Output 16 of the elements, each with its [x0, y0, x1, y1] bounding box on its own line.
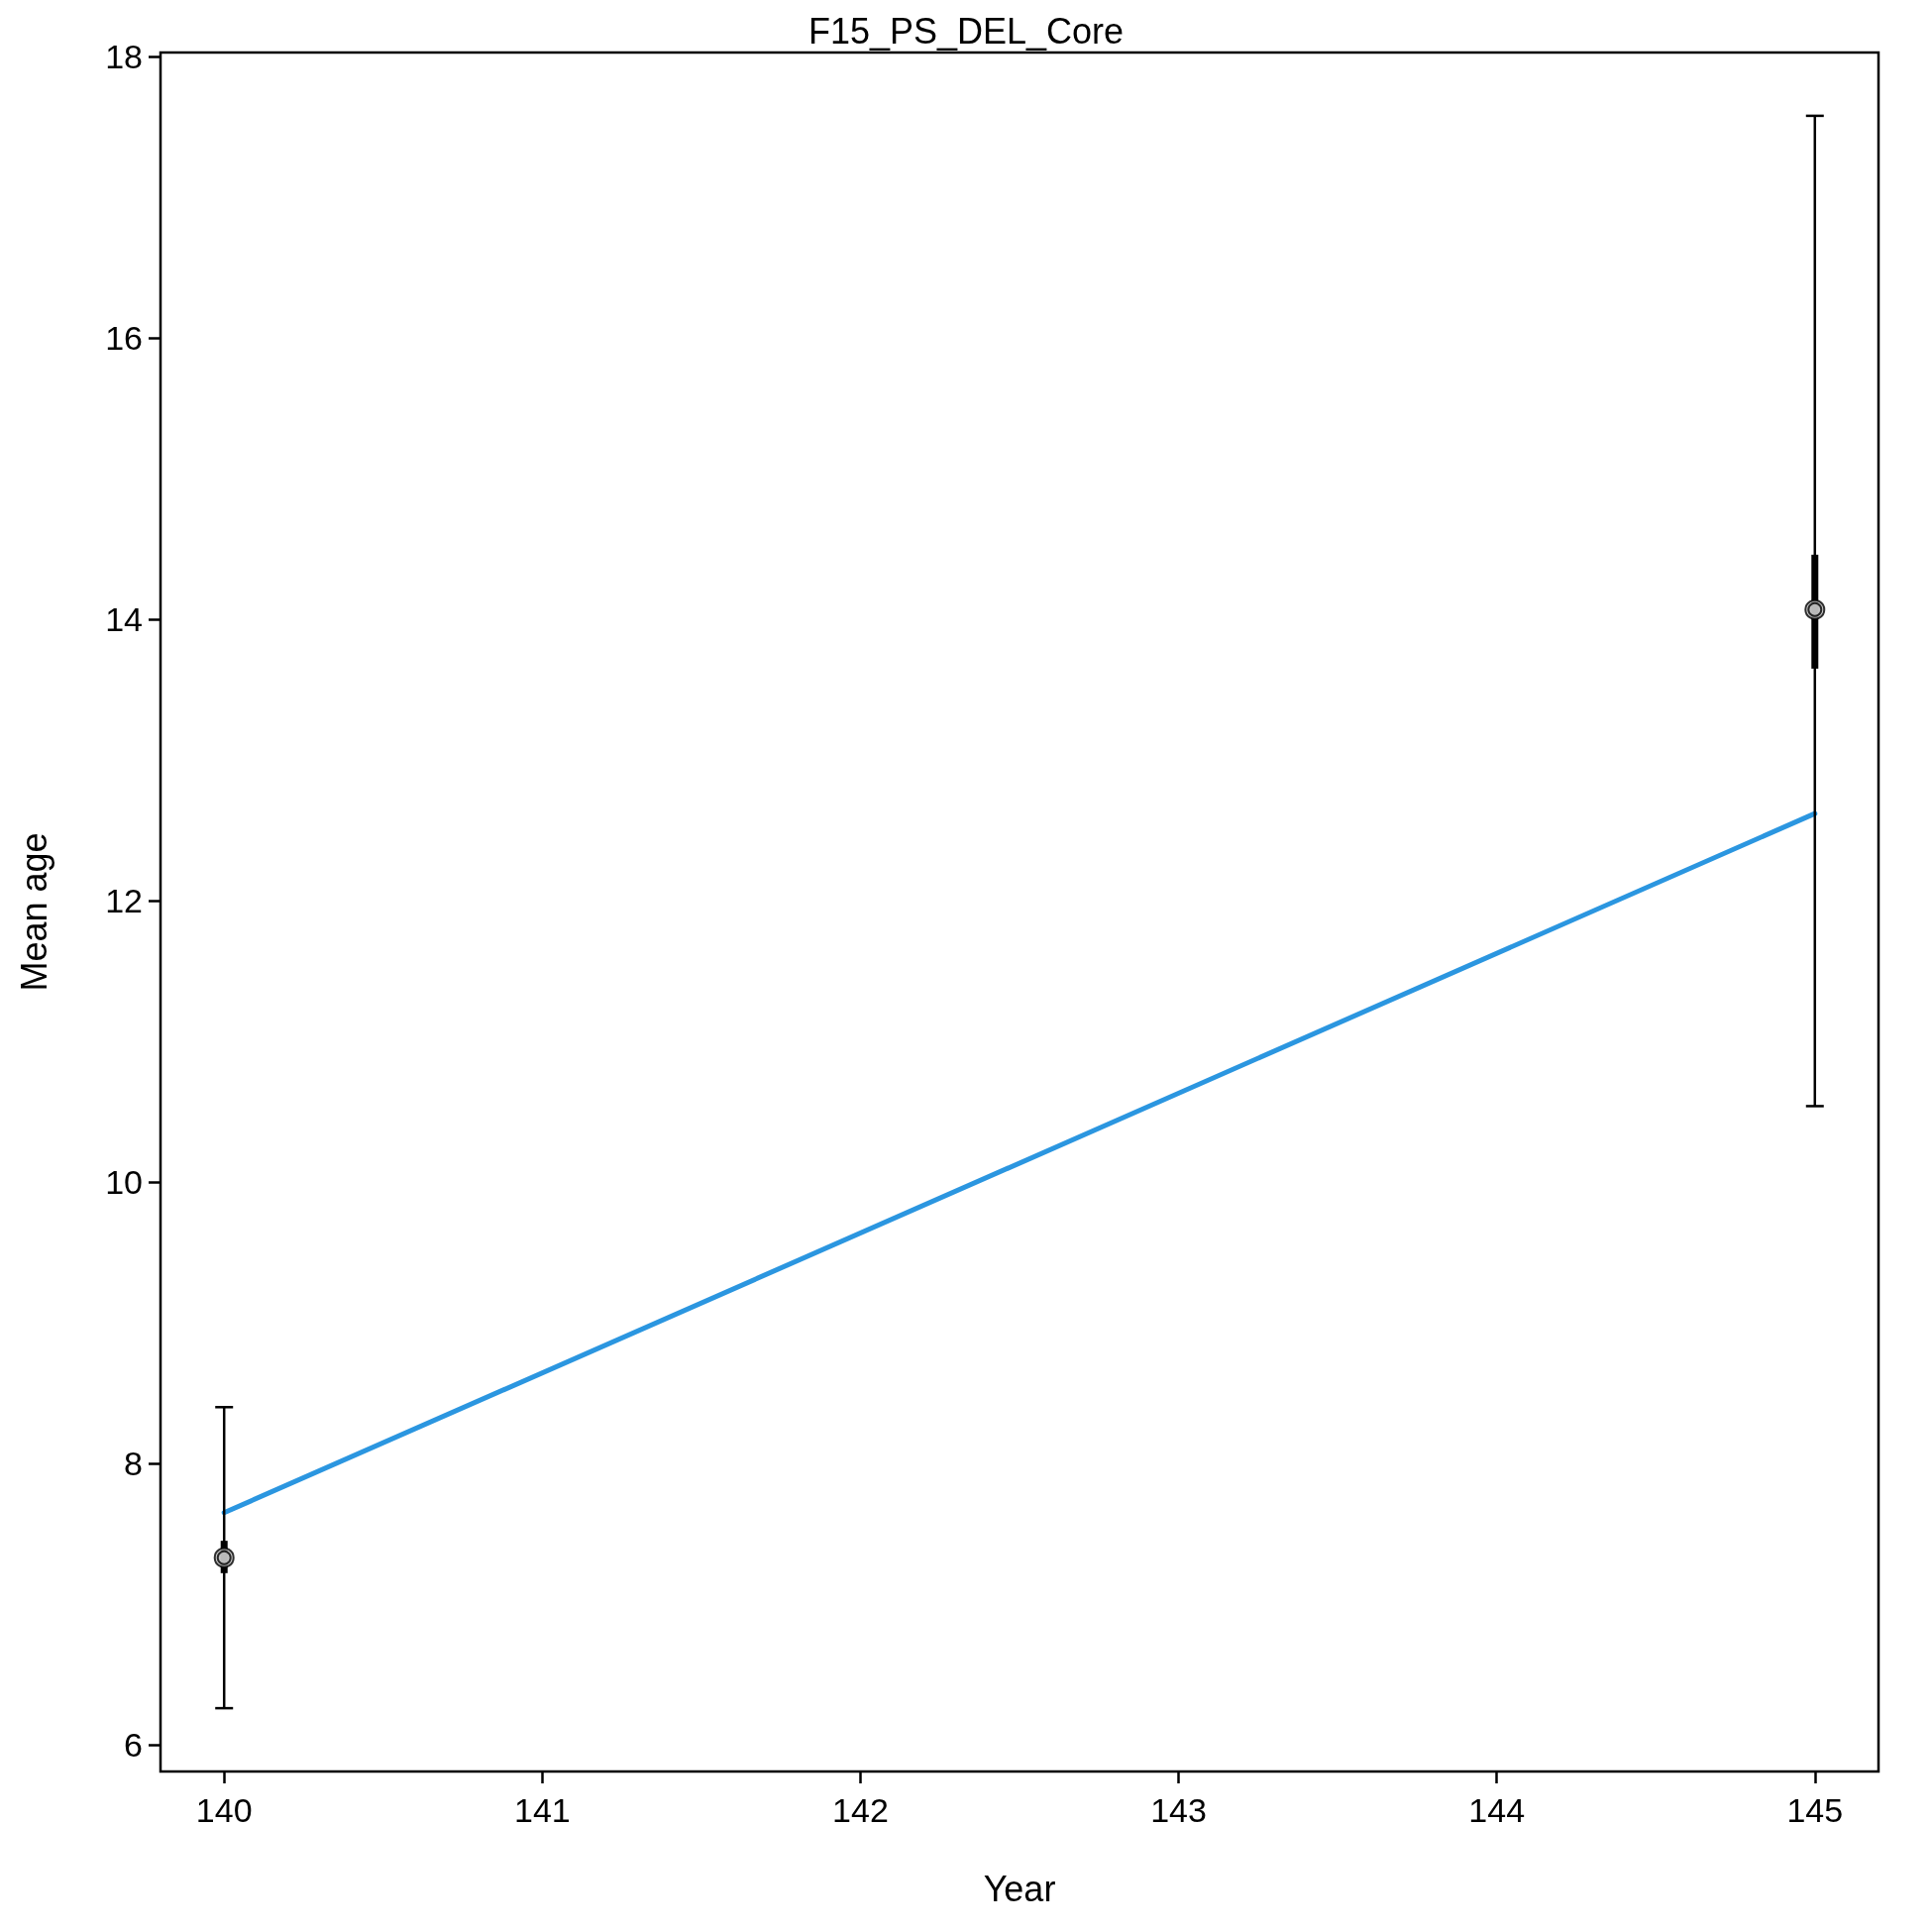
y-axis-title: Mean age [13, 832, 54, 992]
y-tick-label: 12 [105, 882, 143, 920]
y-tick-label: 10 [105, 1163, 143, 1202]
x-axis-title: Year [983, 1868, 1056, 1909]
y-tick-label: 18 [105, 38, 143, 76]
x-tick-label: 141 [513, 1791, 571, 1829]
y-tick-label: 14 [105, 600, 143, 639]
x-tick-label: 143 [1150, 1791, 1207, 1829]
x-tick-label: 145 [1786, 1791, 1844, 1829]
x-tick-label: 144 [1468, 1791, 1526, 1829]
y-tick-label: 16 [105, 319, 143, 358]
x-tick-label: 140 [195, 1791, 253, 1829]
y-tick-label: 8 [124, 1445, 143, 1483]
y-tick-label: 6 [124, 1726, 143, 1765]
chart-title: F15_PS_DEL_Core [807, 10, 1125, 52]
x-tick-label: 142 [832, 1791, 889, 1829]
